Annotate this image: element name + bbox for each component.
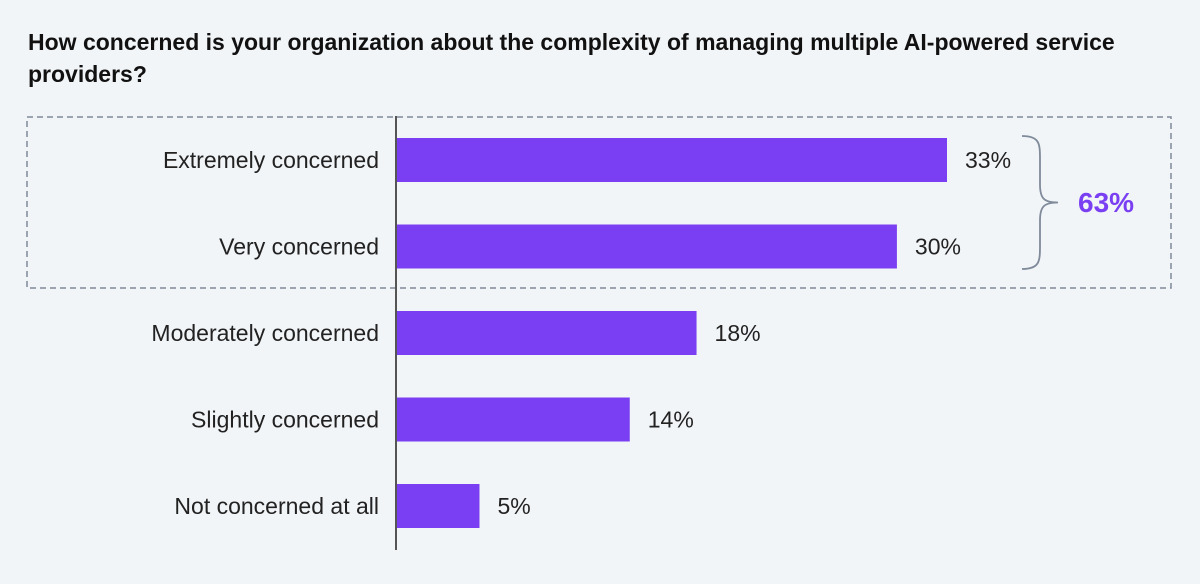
chart-title: How concerned is your organization about… bbox=[28, 29, 1115, 87]
category-label: Slightly concerned bbox=[191, 407, 379, 433]
bar bbox=[396, 311, 697, 355]
highlight-total-label: 63% bbox=[1078, 187, 1134, 218]
bar bbox=[396, 397, 630, 442]
category-label: Very concerned bbox=[219, 234, 379, 260]
category-label: Not concerned at all bbox=[174, 493, 379, 519]
brace bbox=[1021, 135, 1059, 270]
bar bbox=[396, 224, 897, 269]
value-label: 5% bbox=[497, 493, 530, 519]
value-label: 18% bbox=[715, 320, 761, 346]
bar bbox=[396, 484, 480, 528]
highlight-frame bbox=[26, 116, 1172, 289]
category-label: Moderately concerned bbox=[151, 320, 379, 346]
bars-group bbox=[396, 138, 947, 528]
bar bbox=[396, 138, 947, 182]
category-label: Extremely concerned bbox=[163, 147, 379, 173]
value-label: 30% bbox=[915, 234, 961, 260]
value-label: 33% bbox=[965, 147, 1011, 173]
value-label: 14% bbox=[648, 407, 694, 433]
highlight-group: 63% bbox=[26, 116, 1172, 289]
labels-group: Extremely concerned 33% Very concerned 30% M… bbox=[151, 147, 1011, 519]
